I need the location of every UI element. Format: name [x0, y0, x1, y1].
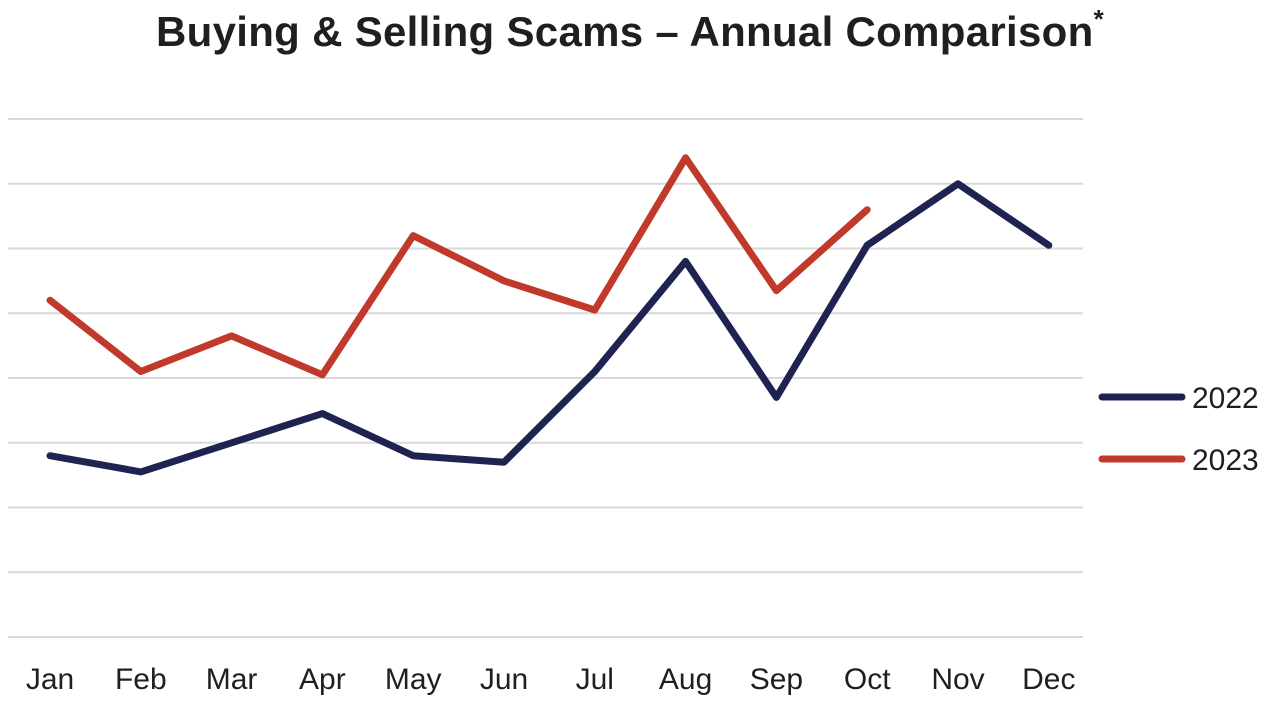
x-tick-label: Sep — [750, 663, 803, 696]
legend: 2022 2023 — [1098, 382, 1259, 477]
title-footnote-mark: * — [1093, 4, 1104, 34]
x-tick-label: May — [385, 663, 442, 696]
gridlines — [8, 118, 1083, 638]
x-tick-label: Nov — [931, 663, 984, 696]
series-lines — [46, 154, 1053, 476]
x-tick-label: Aug — [659, 663, 712, 696]
x-tick-label: Dec — [1022, 663, 1075, 696]
x-axis-tick-labels: Jan Feb Mar Apr May Jun Jul Aug Sep Oct Nov Dec — [26, 663, 1076, 696]
x-tick-label: Feb — [115, 663, 167, 696]
x-tick-label: Apr — [299, 663, 346, 696]
series-line-2023 — [46, 154, 871, 379]
legend-label: 2023 — [1192, 444, 1259, 477]
chart-title: Buying & Selling Scams – Annual Comparis… — [156, 4, 1104, 55]
x-tick-label: Jul — [576, 663, 614, 696]
legend-label: 2022 — [1192, 382, 1259, 415]
series-line-2022 — [46, 180, 1053, 476]
x-tick-label: Jun — [480, 663, 528, 696]
x-tick-label: Oct — [844, 663, 891, 696]
x-tick-label: Mar — [206, 663, 258, 696]
x-tick-label: Jan — [26, 663, 74, 696]
